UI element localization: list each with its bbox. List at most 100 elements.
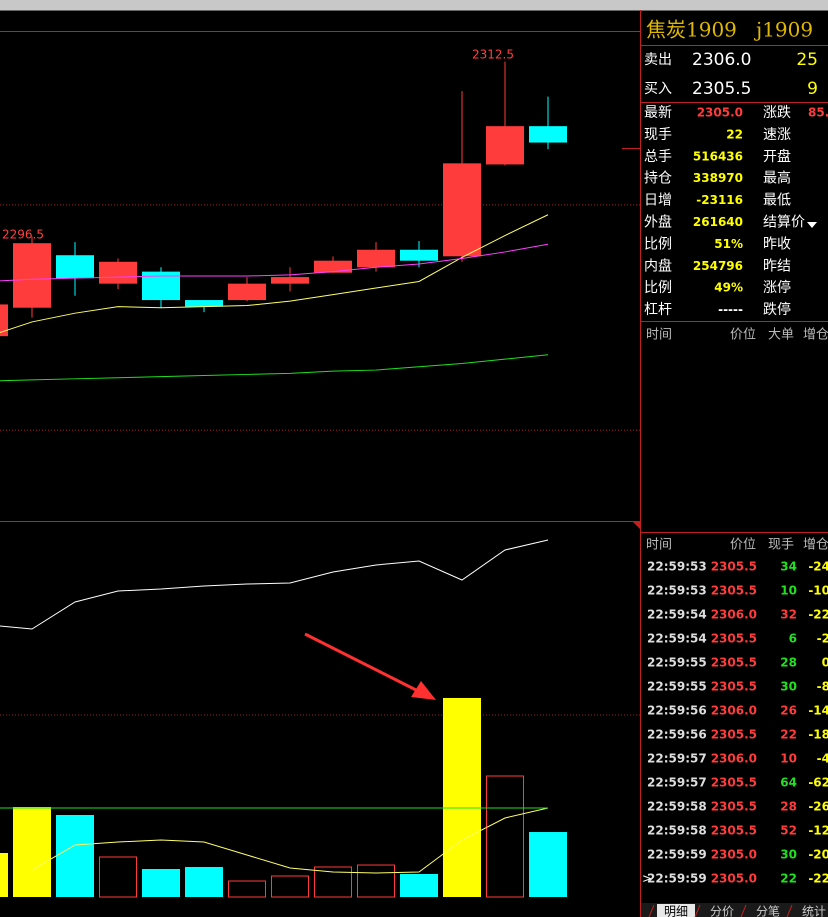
tab[interactable]: 分价 <box>710 905 734 917</box>
quote-label: 买入 <box>644 81 672 97</box>
column-header: 增仓 <box>803 328 828 343</box>
quote-label: 卖出 <box>644 52 672 68</box>
tick-time: 22:59:54 <box>647 632 707 646</box>
tick-time: 22:59:56 <box>647 728 707 742</box>
tick-volume: 26 <box>780 704 797 718</box>
tick-change: -8 <box>817 680 828 694</box>
volume-bar <box>99 856 137 898</box>
tick-volume: 10 <box>780 752 797 766</box>
tick-time: 22:59:55 <box>647 656 707 670</box>
stat-label: 涨跌 <box>763 105 791 121</box>
candle-body <box>271 277 309 284</box>
tick-volume: 64 <box>780 776 797 790</box>
tick-price: 2306.0 <box>711 608 757 622</box>
quote-volume: 9 <box>807 79 818 99</box>
stat-label: 日增 <box>644 193 672 209</box>
quote-panel: 焦炭1909 j1909 卖出 2306.0 25 买入 2305.5 9 最新 2305.0… <box>641 18 828 917</box>
moving-average <box>0 354 549 382</box>
tab-active[interactable] <box>657 904 695 917</box>
stat-label: 现手 <box>644 127 672 143</box>
stat-value: ----- <box>718 303 743 317</box>
tick-time: 22:59:56 <box>647 704 707 718</box>
volume-bar <box>13 807 51 897</box>
volume-bar <box>56 815 94 897</box>
open-interest-line <box>0 539 549 630</box>
tick-price: 2305.0 <box>711 848 757 862</box>
stat-value: 49% <box>714 281 743 295</box>
tick-price: 2305.5 <box>711 584 757 598</box>
stat-value: -23116 <box>696 193 743 207</box>
tick-price: 2305.5 <box>711 632 757 646</box>
tick-price: 2305.5 <box>711 560 757 574</box>
candle-body <box>0 304 8 337</box>
tick-time: 22:59:59 <box>647 872 707 886</box>
candle-body <box>443 163 481 257</box>
tick-volume: 6 <box>789 632 797 646</box>
tick-volume: 22 <box>780 872 797 886</box>
tick-change: -62 <box>808 776 828 790</box>
volume-bar <box>486 775 524 898</box>
column-header: 增仓 <box>803 538 828 553</box>
volume-bar <box>228 880 266 898</box>
stat-label: 最低 <box>763 193 791 209</box>
stat-label: 杠杆 <box>644 302 672 318</box>
stat-value: 85. <box>808 106 828 120</box>
volume-bar <box>185 866 223 897</box>
stat-label: 结算价 <box>763 215 805 231</box>
stat-label: 昨收 <box>763 236 791 252</box>
stat-label: 总手 <box>644 149 672 165</box>
tick-change: -14 <box>808 704 828 718</box>
stat-label: 内盘 <box>644 257 672 274</box>
volume-bar <box>271 875 309 898</box>
tab[interactable]: 明细 <box>664 905 688 917</box>
tick-volume: 22 <box>780 728 797 742</box>
tick-change: -10 <box>808 584 828 598</box>
tick-change: -18 <box>808 728 828 742</box>
contract-code: j1909 <box>754 18 813 42</box>
stat-label: 外盘 <box>644 214 672 231</box>
candle-body <box>228 283 266 301</box>
tick-price: 2306.0 <box>711 752 757 766</box>
volume-bar <box>0 853 8 897</box>
stat-label: 开盘 <box>763 148 791 165</box>
tick-time: 22:59:53 <box>647 560 707 574</box>
top-bar <box>0 0 828 10</box>
stat-label: 涨停 <box>763 279 791 296</box>
candle-body <box>486 126 524 165</box>
dropdown-arrow[interactable] <box>807 222 817 228</box>
column-header: 时间 <box>646 538 672 553</box>
tick-volume: 10 <box>780 584 797 598</box>
column-header: 大单 <box>768 328 794 343</box>
tick-change: -2 <box>817 632 828 646</box>
stat-label: 最新 <box>644 105 672 121</box>
tick-time: 22:59:58 <box>647 824 707 838</box>
volume-bar <box>142 868 180 897</box>
tick-time: 22:59:55 <box>647 680 707 694</box>
stat-label: 跌停 <box>763 301 791 318</box>
stat-value: 338970 <box>693 171 743 185</box>
candle-body <box>185 300 223 307</box>
stat-value: 254796 <box>693 259 743 273</box>
tick-price: 2306.0 <box>711 704 757 718</box>
tick-change: -20 <box>808 848 828 862</box>
stat-value: 261640 <box>693 215 743 229</box>
pane-corner <box>632 521 640 529</box>
tab-edge <box>786 904 793 917</box>
tab[interactable]: 统计 <box>802 905 826 917</box>
tick-change: -12 <box>808 824 828 838</box>
candle-body <box>56 255 94 279</box>
tab-edge <box>648 904 655 917</box>
candle-body <box>13 243 51 308</box>
stat-value: 51% <box>714 237 743 251</box>
stat-value: 516436 <box>693 149 743 163</box>
tick-time: 22:59:57 <box>647 776 707 790</box>
tick-time: 22:59:54 <box>647 608 707 622</box>
column-header: 价位 <box>730 328 756 343</box>
tab[interactable]: 分笔 <box>756 904 780 917</box>
volume-bar <box>357 864 395 898</box>
high-label: 2296.5 <box>2 228 44 242</box>
tick-change: -4 <box>817 752 828 766</box>
volume-bar <box>443 697 481 897</box>
tick-volume: 52 <box>780 824 797 838</box>
